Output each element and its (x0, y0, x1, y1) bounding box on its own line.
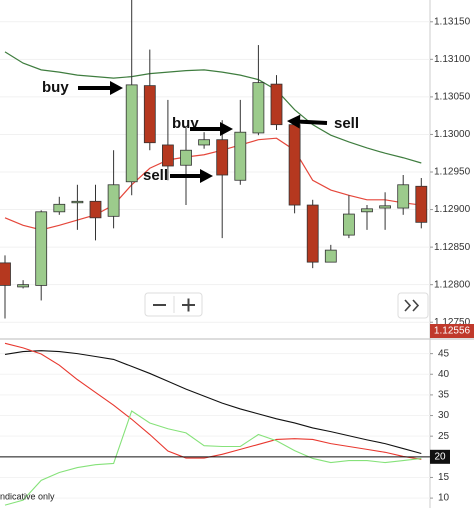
level-label: 20 (434, 451, 446, 462)
y-tick-label: 15 (438, 472, 450, 483)
candle-body (234, 131, 247, 181)
candle-body (143, 85, 156, 144)
candle-body (89, 200, 102, 219)
candle-body (125, 84, 138, 183)
y-tick-label: 1.12800 (434, 279, 471, 290)
y-tick-label: 1.12750 (434, 317, 471, 328)
candle-body (180, 149, 192, 166)
candle-body (397, 184, 410, 209)
candle-body (71, 200, 84, 204)
y-tick-label: 1.12950 (434, 167, 471, 178)
zoom-buttons[interactable] (144, 292, 203, 317)
moving-average (4, 51, 422, 164)
y-tick-label: 1.13100 (434, 54, 471, 65)
y-tick-label: 1.12850 (434, 242, 471, 253)
candle-body (379, 205, 392, 209)
annotation-arrowhead (200, 169, 213, 183)
candle-body (252, 82, 265, 134)
y-tick-label: 1.13050 (434, 92, 471, 103)
candle-body (324, 249, 337, 263)
moving-average (4, 137, 422, 231)
candle-body (17, 284, 30, 288)
annotation-arrowhead (110, 81, 123, 95)
price-marker (430, 324, 474, 338)
indicator-line (4, 342, 422, 460)
indicator-line (4, 350, 422, 455)
candle-body (216, 139, 229, 176)
candle-body (361, 208, 373, 213)
scroll-chevron[interactable] (412, 299, 420, 312)
candle-body (198, 139, 211, 146)
candle-body (0, 262, 11, 286)
candle-body (288, 124, 301, 206)
candle-body (306, 204, 319, 263)
indicator-line (4, 410, 422, 506)
candle-body (53, 203, 66, 213)
y-tick-label: 1.12900 (434, 204, 471, 215)
price-marker-label: 1.12556 (434, 326, 471, 337)
level-marker (430, 449, 450, 464)
y-tick-label: 45 (438, 348, 450, 359)
y-tick-label: 1.13000 (434, 129, 471, 140)
candle-body (35, 211, 48, 286)
annotation-arrowhead (220, 122, 233, 136)
scroll-box[interactable] (397, 292, 429, 319)
candle-body (107, 184, 120, 217)
y-tick-label: 10 (438, 493, 450, 504)
annotation-arrowhead (287, 114, 301, 129)
candle-body (161, 144, 174, 167)
annotation: buy (42, 79, 69, 96)
annotation-arrow (296, 119, 328, 125)
annotation: sell (143, 167, 168, 184)
y-tick-label: 40 (438, 369, 450, 380)
y-tick-label: 1.13150 (434, 16, 471, 27)
y-tick-label: 35 (438, 390, 450, 401)
y-tick-label: 25 (438, 431, 450, 442)
candle-body (342, 213, 355, 236)
footnote: indicative only (0, 491, 55, 501)
y-tick-label: 30 (438, 410, 450, 421)
annotation: sell (334, 115, 359, 132)
candle-body (415, 185, 428, 223)
candle-body (270, 83, 283, 126)
scroll-chevron[interactable] (404, 299, 412, 312)
scroll-button[interactable] (397, 292, 429, 319)
